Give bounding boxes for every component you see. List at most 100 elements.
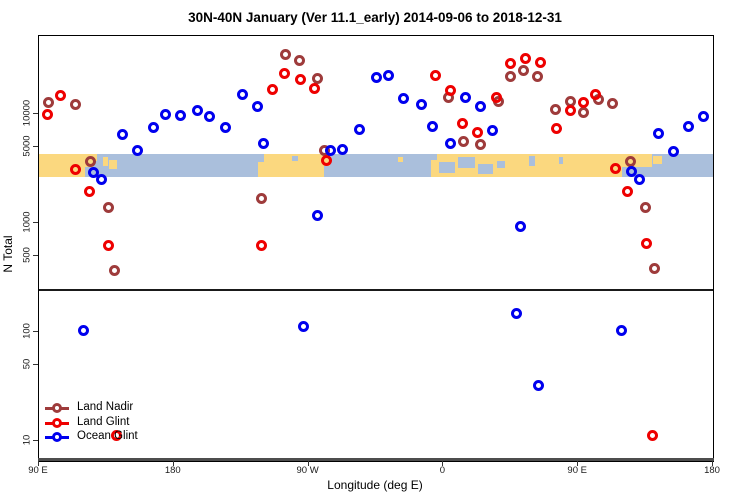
data-point-land-nadir — [43, 97, 55, 108]
y-tick — [33, 254, 38, 256]
data-point-land-glint — [295, 73, 307, 85]
y-tick — [33, 363, 38, 365]
data-point-ocean-glint — [95, 173, 107, 185]
data-point-ocean-glint — [236, 88, 248, 100]
map-band-land — [653, 156, 663, 165]
data-point-land-glint — [578, 96, 590, 108]
map-band-sea-patch — [292, 156, 299, 161]
chart-title: 30N-40N January (Ver 11.1_early) 2014-09… — [188, 10, 562, 25]
data-point-land-nadir — [624, 155, 636, 167]
x-tick — [307, 461, 309, 466]
data-point-ocean-glint — [257, 138, 269, 149]
x-tick-label: 90 E — [28, 465, 48, 476]
data-point-land-glint — [564, 104, 576, 116]
y-tick — [33, 439, 38, 441]
data-point-land-nadir — [103, 201, 115, 213]
data-point-ocean-glint — [533, 379, 545, 391]
data-point-ocean-glint — [515, 220, 527, 232]
data-point-ocean-glint — [77, 324, 89, 336]
map-band-land — [398, 157, 403, 163]
x-tick — [38, 461, 39, 466]
data-point-ocean-glint — [398, 93, 410, 105]
data-point-land-glint — [609, 162, 621, 174]
data-point-land-glint — [471, 126, 483, 138]
map-band-sea-patch — [438, 162, 456, 173]
data-point-ocean-glint — [311, 209, 323, 221]
legend-item: Land Nadir — [45, 401, 175, 416]
data-point-land-glint — [278, 67, 290, 79]
data-point-ocean-glint — [298, 320, 310, 332]
data-point-ocean-glint — [615, 324, 627, 336]
data-point-land-glint — [55, 90, 67, 102]
data-point-land-nadir — [518, 64, 530, 76]
data-point-ocean-glint — [251, 100, 263, 112]
data-point-land-glint — [70, 164, 82, 175]
data-point-land-nadir — [109, 264, 121, 276]
legend-item: Land Glint — [45, 416, 175, 431]
map-band-land — [431, 159, 438, 178]
data-point-land-glint — [641, 238, 653, 250]
data-point-land-nadir — [293, 54, 305, 66]
map-band-land — [103, 157, 108, 166]
data-point-land-nadir — [256, 192, 268, 204]
y-tick-label: 50 — [21, 358, 33, 370]
legend-label: Ocean Glint — [77, 430, 138, 442]
y-axis-label: N Total — [1, 235, 15, 273]
data-point-ocean-glint — [371, 71, 383, 83]
data-point-land-glint — [256, 240, 268, 252]
data-point-land-glint — [110, 430, 122, 442]
data-point-ocean-glint — [683, 120, 695, 132]
data-point-land-nadir — [85, 155, 97, 167]
y-tick — [33, 112, 38, 114]
legend-label: Land Nadir — [77, 401, 134, 413]
data-point-land-glint — [647, 430, 659, 442]
data-point-land-nadir — [311, 73, 323, 85]
data-point-land-nadir — [549, 103, 561, 115]
legend: Land Nadir Land Glint Ocean Glint — [45, 401, 175, 445]
map-band-land — [509, 153, 622, 178]
x-tick — [577, 461, 579, 466]
data-point-land-glint — [429, 69, 441, 81]
map-band-sea-patch — [528, 156, 535, 166]
data-point-ocean-glint — [220, 122, 232, 134]
y-tick-label: 500 — [21, 246, 33, 263]
data-point-ocean-glint — [698, 110, 709, 122]
map-band-land — [109, 159, 117, 170]
data-point-land-glint — [103, 239, 115, 251]
legend-item: Ocean Glint — [45, 430, 175, 445]
x-tick-label: 180 — [164, 465, 181, 476]
data-point-land-glint — [491, 92, 503, 104]
data-point-land-glint — [534, 57, 546, 69]
data-point-land-glint — [320, 155, 332, 167]
plot-area: Land Nadir Land Glint Ocean Glint — [38, 35, 714, 462]
data-point-ocean-glint — [160, 108, 172, 120]
data-point-ocean-glint — [116, 129, 128, 141]
map-band-land — [92, 153, 98, 161]
data-point-land-glint — [41, 108, 53, 120]
data-point-land-glint — [456, 117, 468, 129]
data-point-land-nadir — [69, 98, 81, 110]
data-point-ocean-glint — [626, 166, 638, 178]
data-point-land-glint — [519, 53, 531, 65]
y-tick — [33, 330, 38, 332]
data-point-land-glint — [83, 185, 95, 197]
reference-line — [39, 288, 713, 291]
data-point-ocean-glint — [148, 122, 160, 134]
data-point-land-nadir — [648, 263, 660, 275]
data-point-ocean-glint — [191, 105, 203, 117]
data-point-land-nadir — [531, 70, 543, 82]
data-point-ocean-glint — [486, 124, 498, 136]
y-tick-label: 1000 — [21, 211, 33, 233]
x-axis-label: Longitude (deg E) — [327, 478, 423, 492]
y-tick — [33, 221, 38, 223]
data-point-ocean-glint — [510, 308, 522, 320]
y-tick-label: 10 — [21, 434, 33, 446]
data-point-land-nadir — [504, 70, 516, 82]
data-point-ocean-glint — [633, 173, 645, 185]
data-point-land-nadir — [639, 201, 651, 213]
x-tick — [442, 461, 444, 466]
legend-circle-symbol — [52, 432, 62, 442]
data-point-land-glint — [504, 58, 516, 70]
x-tick — [172, 461, 174, 466]
y-tick-label: 5000 — [21, 135, 33, 157]
